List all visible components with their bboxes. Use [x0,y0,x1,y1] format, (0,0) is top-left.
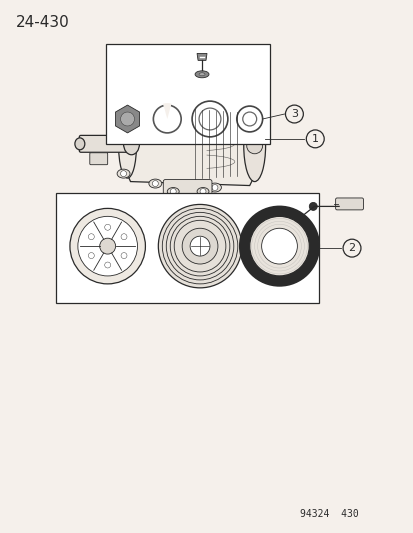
Bar [56,193,318,303]
Circle shape [88,253,94,259]
FancyBboxPatch shape [79,135,134,152]
Circle shape [285,105,303,123]
Circle shape [306,130,323,148]
Text: 2: 2 [348,243,355,253]
Polygon shape [125,92,160,119]
Ellipse shape [117,111,130,120]
Circle shape [249,216,309,276]
FancyBboxPatch shape [158,82,216,108]
Circle shape [78,216,137,276]
FancyBboxPatch shape [90,153,107,165]
Text: 94324  430: 94324 430 [299,510,358,519]
Text: 1: 1 [311,134,318,144]
Circle shape [120,113,126,119]
Circle shape [152,181,158,187]
Circle shape [199,189,206,195]
Circle shape [199,108,221,130]
Ellipse shape [118,114,136,178]
FancyBboxPatch shape [163,180,211,196]
Ellipse shape [117,169,130,178]
Text: 3: 3 [290,109,297,119]
Bar [105,44,269,144]
Ellipse shape [208,183,221,192]
Circle shape [242,112,256,126]
Text: 24-430: 24-430 [16,15,70,30]
Ellipse shape [75,138,85,150]
FancyBboxPatch shape [165,81,182,98]
Circle shape [104,224,110,230]
Ellipse shape [123,133,139,155]
Circle shape [309,203,316,211]
Circle shape [246,138,262,154]
Circle shape [121,234,127,240]
Circle shape [120,171,126,176]
Ellipse shape [167,188,179,196]
Circle shape [120,112,134,126]
Circle shape [261,228,297,264]
Ellipse shape [195,71,209,78]
Circle shape [190,236,209,256]
Circle shape [100,238,115,254]
Circle shape [121,253,127,259]
Circle shape [70,208,145,284]
Polygon shape [115,105,139,133]
Wedge shape [163,103,171,119]
Ellipse shape [197,188,209,196]
FancyBboxPatch shape [335,198,363,210]
Ellipse shape [243,110,265,182]
Circle shape [342,239,360,257]
Polygon shape [123,102,256,185]
Circle shape [158,205,241,288]
Circle shape [239,206,318,286]
FancyBboxPatch shape [188,81,205,98]
Ellipse shape [149,179,161,188]
Polygon shape [197,53,206,60]
Circle shape [88,234,94,240]
Wedge shape [163,103,171,119]
Circle shape [170,189,176,195]
Ellipse shape [199,73,204,76]
Circle shape [104,262,110,268]
Circle shape [182,228,217,264]
Circle shape [211,184,217,190]
